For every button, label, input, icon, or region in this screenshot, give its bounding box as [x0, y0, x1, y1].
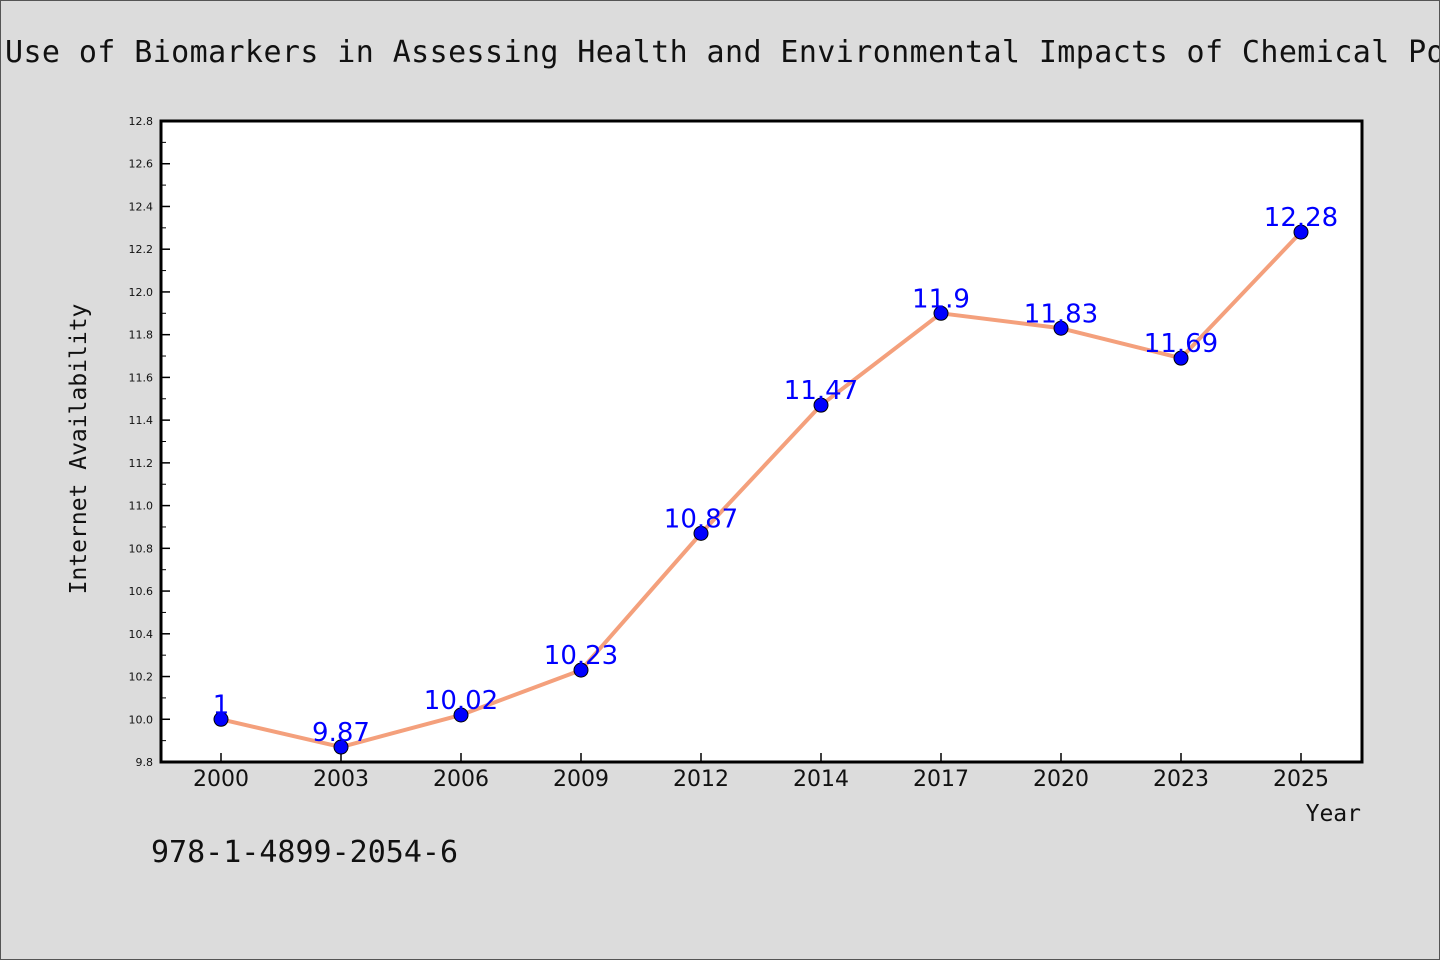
- isbn-text: 978-1-4899-2054-6: [151, 835, 459, 870]
- data-label: 11.9: [912, 284, 970, 314]
- data-label: 10.02: [424, 686, 498, 716]
- data-point: [333, 739, 349, 755]
- y-tick-label: 10.6: [129, 585, 154, 598]
- x-tick-label: 2020: [1033, 767, 1089, 792]
- data-label: 10.87: [664, 504, 738, 534]
- y-tick-label: 10.0: [129, 713, 154, 726]
- data-point: [693, 525, 709, 541]
- x-axis-label: Year: [1306, 801, 1361, 827]
- y-tick-label: 10.4: [129, 628, 154, 641]
- data-label: 11.69: [1144, 329, 1218, 359]
- data-point: [1173, 350, 1189, 366]
- x-tick-label: 2025: [1273, 767, 1329, 792]
- y-tick-label: 10.2: [129, 671, 154, 684]
- data-point: [573, 662, 589, 678]
- data-label: 10.23: [544, 641, 618, 671]
- data-point: [933, 305, 949, 321]
- x-tick-label: 2012: [673, 767, 729, 792]
- data-label: 12.28: [1264, 203, 1338, 233]
- y-tick-label: 12.6: [129, 158, 154, 171]
- data-point: [1053, 320, 1069, 336]
- plot-area: [161, 121, 1362, 762]
- x-tick-label: 2023: [1153, 767, 1209, 792]
- data-point: [1293, 224, 1309, 240]
- y-tick-label: 12.2: [129, 243, 154, 256]
- x-tick-label: 2003: [313, 767, 369, 792]
- chart-title: Use of Biomarkers in Assessing Health an…: [5, 35, 1440, 70]
- y-tick-label: 12.8: [129, 115, 154, 128]
- x-tick-label: 2006: [433, 767, 489, 792]
- data-label: 11.83: [1024, 299, 1098, 329]
- data-point: [213, 711, 229, 727]
- y-tick-label: 11.0: [129, 500, 154, 513]
- data-point: [453, 707, 469, 723]
- y-tick-label: 11.4: [129, 414, 154, 427]
- x-tick-label: 2014: [793, 767, 849, 792]
- data-label: 9.87: [312, 718, 370, 748]
- x-tick-label: 2009: [553, 767, 609, 792]
- y-tick-label: 11.8: [129, 329, 154, 342]
- y-axis-label: Internet Availability: [66, 304, 92, 595]
- y-tick-label: 11.6: [129, 371, 154, 384]
- x-tick-label: 2017: [913, 767, 969, 792]
- y-tick-label: 11.2: [129, 457, 154, 470]
- data-label: 11.47: [784, 376, 858, 406]
- series-line: [220, 230, 1303, 750]
- plot-border: [159, 119, 1364, 764]
- data-label: 1: [213, 690, 230, 720]
- y-tick-label: 10.8: [129, 542, 154, 555]
- x-tick-label: 2000: [193, 767, 249, 792]
- y-tick-label: 9.8: [136, 756, 154, 769]
- y-tick-label: 12.4: [129, 200, 154, 213]
- y-tick-label: 12.0: [129, 286, 154, 299]
- data-point: [813, 397, 829, 413]
